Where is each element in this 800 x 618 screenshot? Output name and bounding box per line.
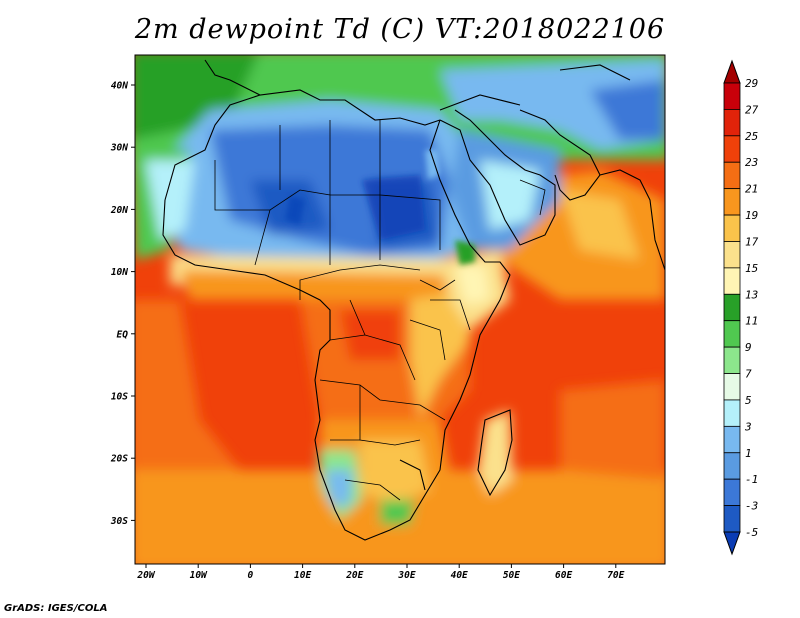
colorbar-swatch [723,293,741,322]
colorbar-swatch [723,320,741,348]
map-frame [134,54,666,565]
lon-tick-label: 30E [397,570,415,581]
colorbar-label: -1 [745,473,758,486]
lon-tick-label: 50E [503,570,520,581]
lat-tick-label: 10N [111,267,128,278]
lon-tick-label: 60E [555,570,572,581]
lat-tick-label: EQ [117,329,129,340]
colorbar-label: 29 [745,77,758,90]
lon-tick-label: 20E [345,570,363,581]
colorbar-swatch [723,505,741,533]
colorbar: 29 27 25 23 21 19 17 15 13 11 9 7 5 3 1 -1 -3 -5 [723,59,759,556]
grads-credit: GrADS: IGES/COLA [4,603,108,614]
colorbar-swatch [723,399,741,427]
colorbar-swatch [723,214,741,242]
colorbar-swatch [723,373,741,401]
lon-tick-label: 40E [451,570,468,581]
colorbar-label: 11 [745,315,758,328]
colorbar-label: 3 [744,420,752,433]
colorbar-max-arrow [723,59,741,84]
colorbar-label: 21 [745,183,758,196]
colorbar-label: 13 [745,288,758,301]
colorbar-swatch [723,82,741,110]
colorbar-label: 17 [745,235,759,248]
lon-tick-label: 10E [294,570,311,581]
lat-tick-label: 30S [110,516,128,527]
colorbar-label: 25 [745,130,758,143]
colorbar-label: -3 [745,500,758,513]
axis-ticks: 20W 10W 0 10E 20E 30E 40E 50E 60E 70E 40N 30N 20N 10N… [110,81,625,582]
lon-tick-label: 70E [607,570,624,581]
colorbar-swatch [723,267,741,295]
colorbar-swatch [723,452,741,480]
dewpoint-field [135,55,665,564]
lon-tick-label: 0 [248,570,254,581]
lat-tick-label: 40N [111,81,128,92]
colorbar-label: 19 [745,209,758,222]
colorbar-swatch [723,346,741,374]
lon-tick-label: 20W [136,570,155,581]
colorbar-swatch [723,161,741,190]
colorbar-swatch [723,109,741,137]
colorbar-label: 23 [745,156,758,169]
colorbar-label: 9 [745,341,752,354]
lat-tick-label: 30N [110,143,128,154]
coastlines [162,59,665,541]
colorbar-label: 27 [745,103,759,116]
colorbar-swatch [723,478,741,506]
colorbar-swatch [723,188,741,216]
colorbar-swatch [723,135,741,163]
colorbar-label: 5 [745,394,752,407]
colorbar-swatch [723,241,741,269]
colorbar-label: 7 [745,368,752,381]
colorbar-label: 1 [745,447,752,460]
country-borders [214,120,546,501]
colorbar-label: 15 [745,262,758,275]
colorbar-min-arrow [723,531,741,556]
colorbar-swatch [723,425,741,454]
colorbar-label: -5 [745,526,758,539]
map-title: 2m dewpoint Td (C) VT:2018022106 [134,14,666,45]
lat-tick-label: 20N [110,205,128,216]
lat-tick-label: 20S [110,454,128,465]
lat-tick-label: 10S [111,392,128,403]
lon-tick-label: 10W [190,570,208,581]
